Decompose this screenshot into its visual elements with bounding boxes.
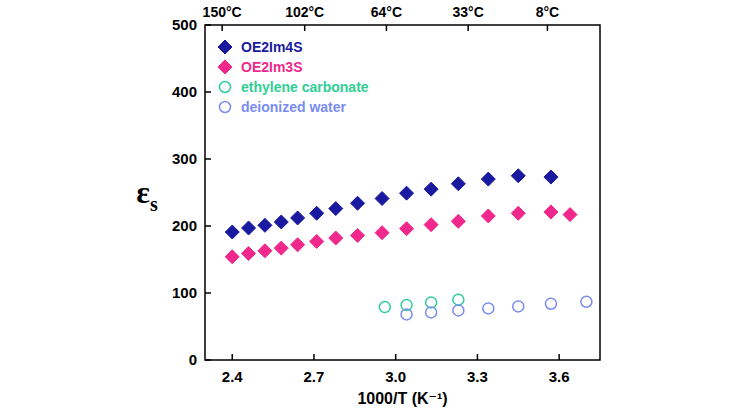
point [291, 211, 305, 225]
legend-label: deionized water [241, 99, 347, 115]
legend-label: OE2Im4S [241, 39, 302, 55]
chart: 2.4 2.7 3.0 3.3 3.6 150°C 102°C 64°C 33°C 8°C 0 100… [0, 0, 740, 410]
point [310, 206, 324, 220]
point [401, 309, 412, 320]
legend-marker [218, 60, 232, 74]
point [258, 218, 272, 232]
point [351, 196, 365, 210]
point [242, 246, 256, 260]
x-tick-label: 2.7 [304, 368, 325, 385]
point [544, 170, 558, 184]
point [563, 208, 577, 222]
y-tick-label: 500 [172, 16, 197, 33]
x2-tick [386, 25, 388, 31]
point [400, 186, 414, 200]
data-points [225, 169, 592, 320]
x-tick-label: 2.4 [222, 368, 244, 385]
x-tick [313, 354, 315, 360]
y-tick [205, 359, 211, 361]
point [581, 296, 592, 307]
y-tick [205, 91, 211, 93]
point [225, 250, 239, 264]
x2-tick-label: 102°C [285, 4, 324, 20]
x2-tick-label: 33°C [453, 4, 484, 20]
point [481, 172, 495, 186]
point [274, 241, 288, 255]
point [511, 206, 525, 220]
x-tick-label: 3.0 [385, 368, 406, 385]
point [426, 307, 437, 318]
x2-tick-label: 8°C [536, 4, 560, 20]
x-tick [558, 354, 560, 360]
point [451, 177, 465, 191]
y-label-sub: s [150, 193, 158, 215]
x2-tick [547, 25, 549, 31]
point [451, 214, 465, 228]
point [379, 302, 390, 313]
x2-tick [304, 25, 306, 31]
point [242, 221, 256, 235]
y-tick-label: 300 [172, 150, 197, 167]
y-label-main: ε [136, 174, 150, 210]
point [424, 218, 438, 232]
point [291, 238, 305, 252]
point [453, 305, 464, 316]
y-tick [205, 24, 211, 26]
point [329, 202, 343, 216]
x-tick-label: 3.3 [467, 368, 488, 385]
x-tick [395, 354, 397, 360]
point [511, 169, 525, 183]
point [258, 244, 272, 258]
x2-tick-label: 150°C [203, 4, 242, 20]
x2-tick-label: 64°C [371, 4, 402, 20]
point [481, 209, 495, 223]
y-tick [205, 158, 211, 160]
y-tick-label: 100 [172, 284, 197, 301]
point [483, 303, 494, 314]
point [375, 226, 389, 240]
y-tick-label: 200 [172, 217, 197, 234]
point [545, 298, 556, 309]
y-axis-label: εs [136, 174, 158, 215]
x-tick [477, 354, 479, 360]
point [453, 294, 464, 305]
legend-marker [220, 102, 231, 113]
point [351, 228, 365, 242]
x-tick-label: 3.6 [549, 368, 570, 385]
legend-label: OE2Im3S [241, 59, 302, 75]
point [225, 225, 239, 239]
x2-tick [221, 25, 223, 31]
y-tick-label: 0 [189, 351, 197, 368]
x-tick [231, 354, 233, 360]
plot-frame [205, 25, 600, 360]
x2-tick [467, 25, 469, 31]
legend-marker [218, 40, 232, 54]
point [424, 182, 438, 196]
legend-marker [220, 82, 231, 93]
y-tick-label: 400 [172, 83, 197, 100]
point [310, 234, 324, 248]
point [329, 231, 343, 245]
y-tick [205, 225, 211, 227]
point [375, 192, 389, 206]
y-tick [205, 292, 211, 294]
legend-label: ethylene carbonate [241, 79, 369, 95]
point [274, 215, 288, 229]
point [400, 222, 414, 236]
point [513, 301, 524, 312]
point [544, 205, 558, 219]
x-axis-label: 1000/T (K⁻¹) [357, 390, 447, 407]
